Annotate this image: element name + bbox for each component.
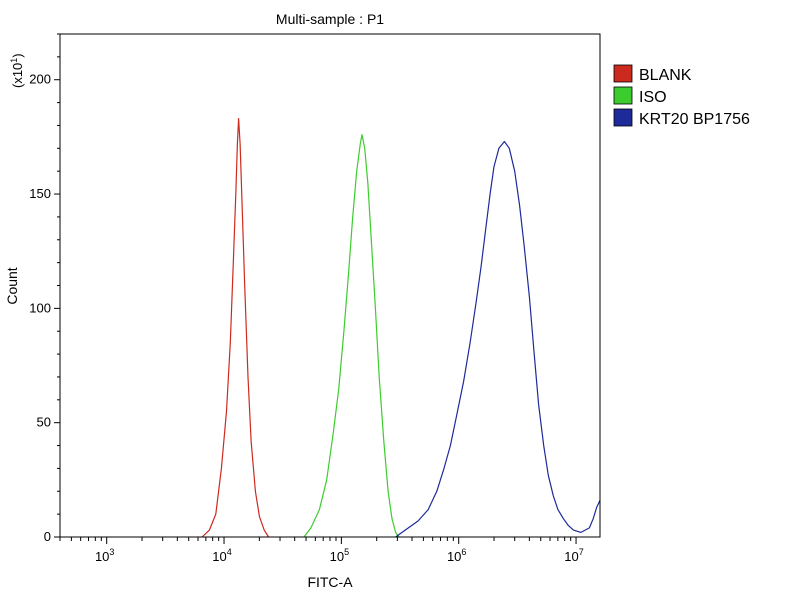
x-tick-label: 106 <box>447 547 466 564</box>
legend-swatch <box>613 64 633 83</box>
legend-label: ISO <box>639 89 667 106</box>
legend: BLANK ISO KRT20 BP1756 <box>613 64 750 128</box>
series-line-1 <box>303 134 400 538</box>
x-axis-label: FITC-A <box>307 574 353 590</box>
y-tick-label: 200 <box>29 72 51 87</box>
y-tick-label: 100 <box>29 300 51 315</box>
y-tick-label: 150 <box>29 186 51 201</box>
chart-title: Multi-sample : P1 <box>276 11 384 27</box>
y-axis: 0 50 100 150 200 <box>29 33 60 544</box>
y-tick-label: 0 <box>44 529 51 544</box>
series-line-0 <box>201 118 270 538</box>
plot-frame <box>59 33 601 538</box>
x-tick-label: 104 <box>212 547 231 564</box>
y-axis-label: Count <box>4 267 20 304</box>
x-tick-label: 105 <box>330 547 349 564</box>
legend-swatch <box>613 86 633 105</box>
legend-label: BLANK <box>639 67 692 84</box>
series-line-2 <box>395 140 601 538</box>
x-axis: 103 104 105 106 107 <box>59 537 584 564</box>
x-tick-label: 107 <box>564 547 583 564</box>
plot-area <box>201 118 601 538</box>
legend-label: KRT20 BP1756 <box>639 111 750 128</box>
x-tick-label: 103 <box>95 547 114 564</box>
y-tick-label: 50 <box>37 415 51 430</box>
y-multiplier-label: (x101) <box>9 53 25 88</box>
legend-swatch <box>613 108 633 127</box>
